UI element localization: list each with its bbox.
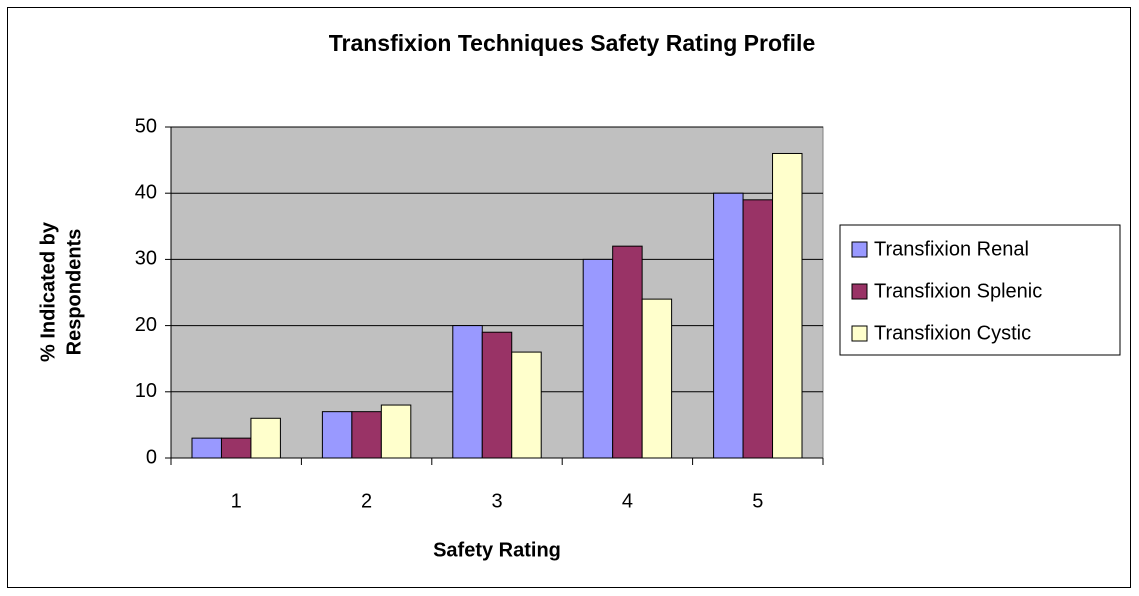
bar (250, 417, 281, 459)
y-tick-label: 10 (135, 380, 157, 402)
bar (772, 152, 803, 459)
bar (191, 437, 222, 459)
legend-label: Transfixion Cystic (874, 322, 1031, 344)
y-axis-label: % Indicated by Respondents (37, 221, 85, 362)
x-tick-label: 3 (491, 490, 502, 512)
bar (220, 437, 252, 459)
y-tick-label: 50 (135, 115, 157, 137)
bar (742, 199, 774, 459)
x-axis-label: Safety Rating (433, 539, 561, 561)
x-tick-label: 2 (361, 490, 372, 512)
y-axis-label-line: Respondents (63, 229, 85, 356)
x-tick-label: 4 (622, 490, 633, 512)
legend-label: Transfixion Splenic (874, 280, 1042, 302)
legend-swatch (851, 241, 868, 258)
legend-label: Transfixion Renal (874, 238, 1029, 260)
legend-swatch (851, 283, 868, 300)
bar (582, 258, 614, 459)
bar (452, 325, 483, 459)
y-tick-label: 0 (146, 446, 157, 468)
bar (321, 411, 353, 459)
y-tick-label: 40 (135, 181, 157, 203)
x-tick-label: 1 (231, 490, 242, 512)
bar (481, 331, 513, 459)
bar (351, 411, 382, 459)
x-tick-label: 5 (752, 490, 763, 512)
bar (612, 245, 643, 459)
bar (511, 351, 542, 459)
y-tick-label: 20 (135, 314, 157, 336)
bar (380, 404, 412, 459)
legend-swatch (851, 325, 868, 342)
legend (839, 224, 1121, 356)
chart-title: Transfixion Techniques Safety Rating Pro… (329, 30, 816, 56)
y-tick-label: 30 (135, 248, 157, 270)
bar (641, 298, 673, 459)
bar (713, 192, 744, 459)
y-axis-label-line: % Indicated by (37, 221, 59, 362)
